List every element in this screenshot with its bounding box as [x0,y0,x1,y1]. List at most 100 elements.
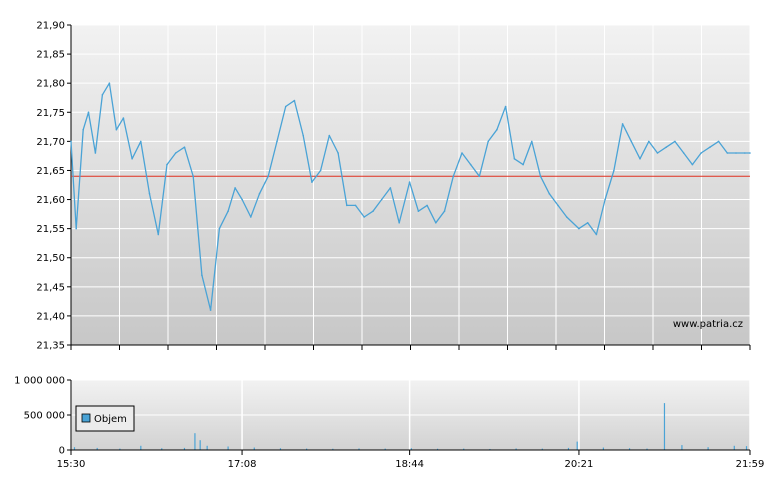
price-point [174,152,177,154]
price-series [70,82,751,311]
volume-x-tick-label: 20:21 [565,459,594,470]
price-point [122,117,125,119]
price-point [717,140,720,143]
price-point [108,82,111,84]
price-point [75,227,77,230]
price-point [408,181,411,183]
price-point [682,152,685,154]
price-point [201,274,203,277]
price-y-tick-label: 21,50 [36,253,65,264]
price-point [435,222,437,224]
price-point [337,152,339,154]
price-point [417,210,420,212]
price-point [613,169,615,172]
price-point [700,152,702,154]
price-point [241,198,243,201]
price-point [363,216,366,218]
price-point [709,146,711,148]
price-point [319,169,322,172]
price-point [639,158,641,160]
price-point [94,152,97,154]
price-point [372,210,374,212]
price-point [487,140,490,143]
price-y-tick-label: 21,90 [36,21,65,32]
price-point [691,163,694,166]
price-point [604,198,606,201]
price-y-tick-label: 21,45 [36,282,65,293]
price-point [87,111,90,114]
price-y-tick-label: 21,80 [36,79,65,90]
price-point [504,105,507,108]
price-point [735,152,737,154]
price-point [389,187,392,189]
price-point [328,134,331,137]
price-point [469,163,472,166]
price-point [496,128,498,131]
price-point [665,146,667,148]
price-y-tick-label: 21,70 [36,137,65,148]
price-point [648,140,650,143]
price-point [302,134,305,137]
price-point [131,158,133,160]
watermark: www.patria.cz [673,319,743,330]
price-point [218,227,221,230]
volume-y-tick-label: 1 000 000 [14,376,65,387]
price-point [749,152,751,154]
legend-label: Objem [94,414,127,425]
price-point [346,204,348,207]
price-y-tick-label: 21,75 [36,108,65,119]
price-point [565,216,568,218]
volume-y-tick-label: 0 [59,446,65,457]
price-y-tick-label: 21,60 [36,195,65,206]
price-point [293,99,296,102]
price-point [183,146,186,148]
price-point [744,152,746,154]
price-point [276,140,278,143]
price-point [284,105,287,108]
price-point [557,204,559,207]
price-point [426,204,428,207]
price-point [443,210,446,212]
price-point [157,233,160,236]
volume-grid [70,379,751,451]
volume-x-axis: 15:30 17:08 18:44 20:21 21:59 [57,450,765,470]
price-point [115,128,118,131]
price-y-tick-label: 21,55 [36,224,65,235]
price-point [513,158,516,160]
volume-x-tick-label: 21:59 [736,459,765,470]
price-point [258,192,261,195]
price-point [82,128,84,131]
price-point [166,163,168,166]
price-point [595,233,598,236]
volume-x-tick-label: 15:30 [57,459,86,470]
volume-x-tick-label: 18:44 [395,459,424,470]
price-point [578,227,580,230]
price-point [726,152,729,154]
price-y-tick-label: 21,65 [36,166,65,177]
price-point [674,140,676,143]
price-point [461,152,463,154]
price-point [548,192,551,195]
price-point [209,309,212,311]
volume-y-tick-label: 500 000 [24,411,65,422]
price-point [398,222,401,224]
price-point [630,140,633,143]
price-point [478,175,481,178]
volume-x-tick-label: 17:08 [228,459,257,470]
price-point [621,123,624,125]
price-point [234,187,236,189]
volume-y-axis: 1 000 000 500 000 0 [14,376,72,457]
price-point [531,140,533,143]
price-point [586,222,589,224]
price-y-tick-label: 21,85 [36,50,65,61]
legend-swatch [81,413,91,423]
price-point [140,140,142,143]
price-point [227,210,229,212]
price-y-axis: 21,90 21,85 21,80 21,75 21,70 21,65 21,60 21,55… [36,21,72,352]
price-point [101,94,104,96]
price-point [192,175,194,178]
price-y-tick-label: 21,40 [36,311,65,322]
price-point [148,192,151,195]
price-point [70,140,72,143]
